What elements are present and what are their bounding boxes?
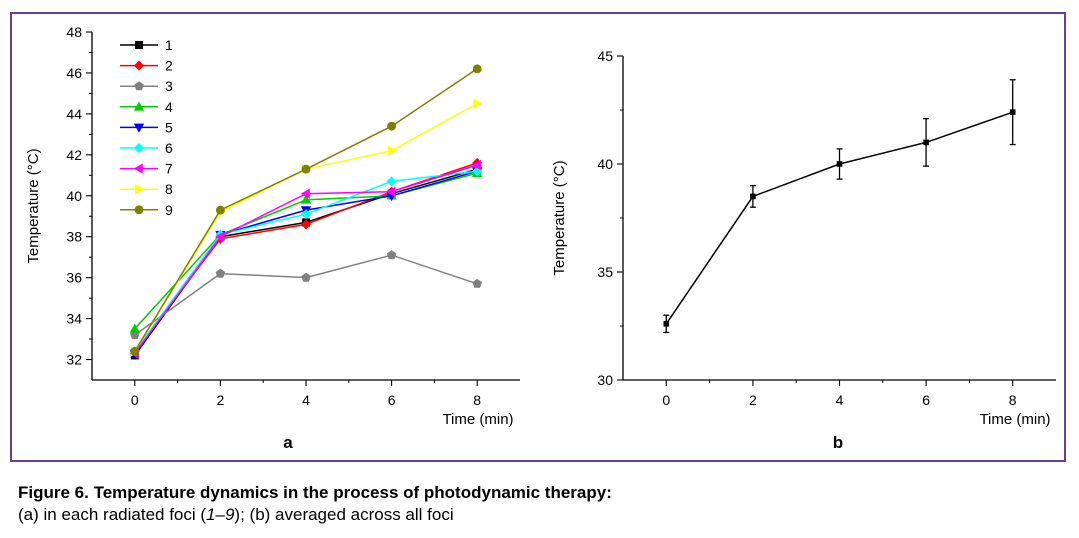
caption-body: (a) in each radiated foci (1–9); (b) ave… — [18, 504, 612, 526]
data-point — [301, 272, 311, 282]
legend-label: 2 — [165, 58, 173, 74]
x-tick-label: 4 — [302, 392, 310, 408]
data-point — [471, 159, 482, 171]
data-point — [129, 323, 140, 333]
legend-item-8: 8 — [120, 181, 173, 197]
legend-item-7: 7 — [120, 161, 173, 177]
series-7 — [129, 159, 482, 359]
y-tick-label: 45 — [597, 48, 613, 64]
data-point — [300, 188, 310, 199]
legend-label: 9 — [165, 202, 173, 218]
x-tick-label: 8 — [1009, 392, 1017, 408]
x-tick-label: 2 — [217, 392, 225, 408]
legend-marker — [134, 81, 144, 91]
data-point — [1009, 109, 1016, 115]
series-line — [665, 111, 1013, 325]
data-point — [387, 145, 397, 156]
y-tick-label: 30 — [597, 372, 613, 388]
y-tick-label: 34 — [66, 311, 82, 327]
legend-label: 8 — [165, 181, 173, 197]
legend-item-5: 5 — [120, 119, 173, 135]
legend-item-9: 9 — [120, 202, 173, 218]
legend-marker — [133, 123, 145, 133]
data-point — [215, 268, 226, 278]
data-point — [386, 250, 397, 260]
series-3 — [130, 250, 482, 340]
data-point — [923, 139, 929, 146]
legend-marker — [133, 163, 143, 174]
panel-label: a — [283, 433, 293, 452]
legend-label: 7 — [165, 161, 173, 177]
data-point — [215, 205, 225, 215]
caption-body-start: (a) in each radiated foci ( — [18, 505, 207, 524]
figure-caption: Figure 6. Temperature dynamics in the pr… — [18, 482, 612, 526]
chart-panel-b: 0 2 4 6 8 30 35 40 45 Time (min) Temperature (°C) b — [551, 48, 1056, 452]
y-tick-label: 40 — [66, 188, 82, 204]
data-point — [472, 64, 482, 74]
data-point — [836, 161, 843, 167]
x-tick-label: 8 — [473, 392, 481, 408]
data-point — [472, 278, 482, 288]
caption-body-end: ); (b) averaged across all foci — [234, 505, 454, 524]
data-point — [387, 121, 397, 131]
legend-marker — [135, 40, 144, 49]
x-axis-label: Time (min) — [442, 411, 513, 428]
data-point — [473, 98, 483, 109]
y-axis-label: Temperature (°C) — [25, 148, 42, 263]
data-point — [663, 321, 670, 327]
legend-label: 1 — [165, 37, 173, 53]
series-9 — [130, 64, 482, 356]
legend-label: 6 — [165, 140, 173, 156]
data-point — [130, 346, 140, 356]
legend-label: 4 — [165, 99, 173, 115]
legend-item-4: 4 — [120, 99, 173, 115]
x-tick-label: 6 — [388, 392, 396, 408]
x-axis-label: Time (min) — [979, 411, 1050, 428]
caption-body-range: 1–9 — [206, 505, 235, 524]
y-tick-label: 36 — [66, 270, 82, 286]
data-point — [386, 186, 396, 197]
y-tick-label: 40 — [597, 156, 613, 172]
y-tick-label: 38 — [66, 229, 82, 245]
data-point — [300, 194, 312, 204]
legend-marker — [133, 142, 145, 154]
y-tick-label: 35 — [597, 264, 613, 280]
data-point — [215, 231, 225, 242]
figure-frame: 0 2 4 6 8 32 34 36 38 40 42 44 46 48 Time (min) Tempera… — [10, 12, 1066, 462]
y-tick-label: 46 — [66, 65, 82, 81]
x-tick-label: 0 — [662, 392, 670, 408]
legend-label: 3 — [165, 78, 173, 94]
x-tick-label: 6 — [922, 392, 930, 408]
legend-item-3: 3 — [120, 78, 173, 94]
data-point — [300, 219, 312, 230]
legend-marker — [133, 60, 145, 71]
data-point — [386, 176, 397, 187]
panel-label: b — [833, 433, 843, 452]
y-tick-label: 44 — [66, 106, 82, 122]
legend-item-1: 1 — [120, 37, 173, 53]
legend-marker — [134, 205, 144, 215]
data-point — [750, 193, 756, 200]
legend-marker — [135, 184, 145, 195]
series-mean — [663, 79, 1016, 334]
y-axis-label: Temperature (°C) — [551, 160, 568, 275]
legend-marker — [133, 101, 145, 111]
x-tick-label: 4 — [836, 392, 844, 408]
legend-item-6: 6 — [120, 140, 173, 156]
legend: 1 2 3 4 5 6 7 8 9 — [120, 37, 173, 218]
x-tick-label: 0 — [131, 392, 139, 408]
legend-label: 5 — [165, 119, 173, 135]
y-tick-label: 32 — [66, 352, 82, 368]
series-2 — [129, 157, 483, 357]
x-tick-label: 2 — [749, 392, 757, 408]
data-point — [301, 164, 311, 174]
data-point — [300, 209, 312, 220]
y-tick-label: 42 — [66, 147, 82, 163]
y-tick-label: 48 — [66, 24, 82, 40]
legend-item-2: 2 — [120, 58, 173, 74]
caption-title: Figure 6. Temperature dynamics in the pr… — [18, 483, 612, 502]
